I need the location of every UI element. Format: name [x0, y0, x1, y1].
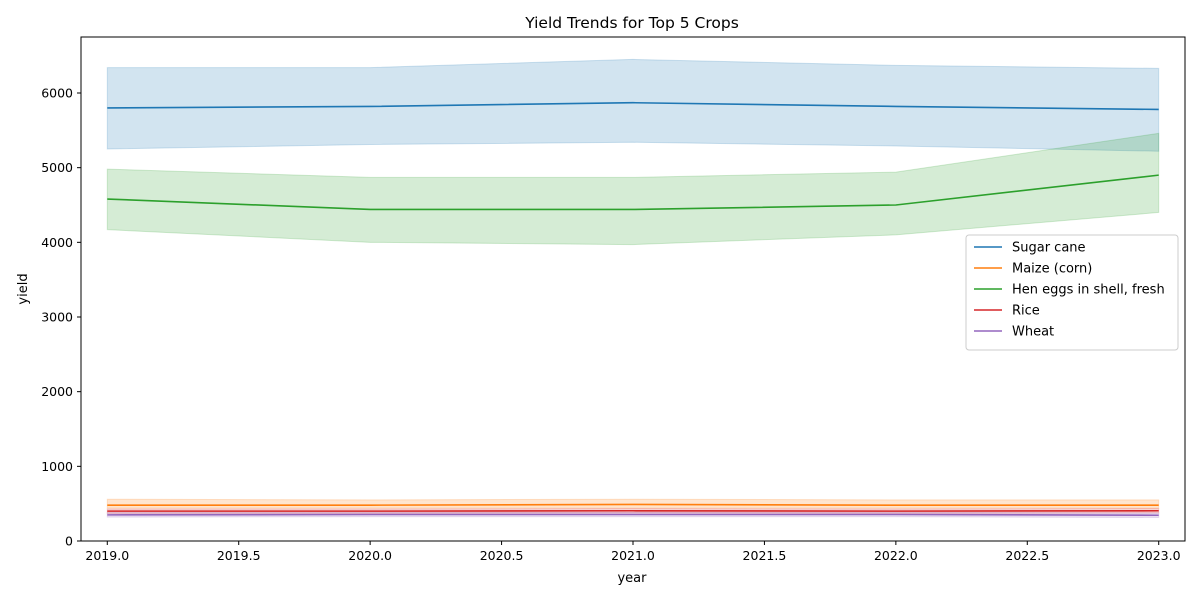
band-hen-eggs-in-shell-fresh — [106, 132, 1160, 246]
x-tick-label: 2019.0 — [85, 548, 129, 563]
x-tick-label: 2022.0 — [874, 548, 918, 563]
y-tick-label: 2000 — [41, 384, 73, 399]
y-tick-label: 0 — [65, 534, 73, 549]
x-tick-label: 2023.0 — [1137, 548, 1181, 563]
legend-label-hen-eggs-in-shell-fresh: Hen eggs in shell, fresh — [1012, 283, 1165, 298]
legend-label-sugar-cane: Sugar cane — [1012, 241, 1086, 256]
legend-label-wheat: Wheat — [1012, 325, 1054, 340]
y-tick-label: 4000 — [41, 235, 73, 250]
legend: Sugar cane Maize (corn) Hen eggs in shell,… — [965, 234, 1179, 351]
y-tick-label: 1000 — [41, 459, 73, 474]
y-axis-label: yield — [16, 273, 31, 304]
legend-box — [965, 234, 1179, 351]
series-lines — [107, 101, 1159, 517]
x-tick-label: 2020.5 — [480, 548, 524, 563]
x-tick-label: 2021.0 — [611, 548, 655, 563]
x-tick-label: 2019.5 — [217, 548, 261, 563]
legend-label-maize-corn: Maize (corn) — [1012, 262, 1092, 277]
series-line-hen-eggs-in-shell-fresh — [107, 174, 1159, 211]
y-axis: 0 1000 2000 3000 4000 5000 6000 — [41, 86, 81, 549]
chart-title: Yield Trends for Top 5 Crops — [524, 14, 739, 32]
y-tick-label: 5000 — [41, 160, 73, 175]
band-sugar-cane — [106, 58, 1160, 152]
x-axis-label: year — [617, 571, 647, 586]
y-tick-label: 6000 — [41, 86, 73, 101]
series-line-sugar-cane — [107, 101, 1159, 111]
legend-label-rice: Rice — [1012, 304, 1040, 319]
confidence-bands — [106, 58, 1160, 518]
x-tick-label: 2022.5 — [1005, 548, 1049, 563]
y-tick-label: 3000 — [41, 310, 73, 325]
x-tick-label: 2020.0 — [348, 548, 392, 563]
series-line-wheat — [107, 513, 1159, 517]
x-axis: 2019.0 2019.5 2020.0 2020.5 2021.0 2021.5 2022… — [85, 541, 1181, 563]
x-tick-label: 2021.5 — [743, 548, 787, 563]
series-line-maize-corn — [107, 503, 1159, 506]
